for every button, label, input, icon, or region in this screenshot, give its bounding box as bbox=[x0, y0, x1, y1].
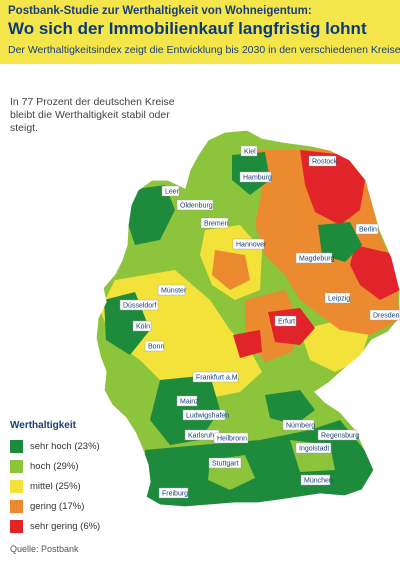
city-hannover: Hannover bbox=[232, 238, 267, 250]
legend-swatch bbox=[10, 459, 23, 473]
header-banner: Postbank-Studie zur Werthaltigkeit von W… bbox=[0, 0, 400, 64]
legend-title: Werthaltigkeit bbox=[10, 420, 76, 431]
svg-text:Dresden: Dresden bbox=[373, 313, 400, 320]
page-subtitle: Der Werthaltigkeitsindex zeigt die Entwi… bbox=[8, 44, 400, 56]
svg-text:Bonn: Bonn bbox=[148, 344, 164, 351]
legend-item-mittel: mittel (25%) bbox=[10, 476, 130, 496]
legend-swatch bbox=[10, 479, 23, 493]
page-title: Wo sich der Immobilienkauf langfristig l… bbox=[8, 19, 367, 38]
city-duesseldorf: Düsseldorf bbox=[119, 299, 159, 311]
legend-item-gering: gering (17%) bbox=[10, 496, 130, 516]
city-ludwigshafen: Ludwigshafen bbox=[182, 409, 229, 421]
svg-text:Ingolstadt: Ingolstadt bbox=[299, 446, 329, 453]
svg-text:Heilbronn: Heilbronn bbox=[217, 436, 247, 443]
city-regensburg: Regensburg bbox=[317, 429, 359, 441]
svg-text:Hannover: Hannover bbox=[236, 242, 267, 249]
city-magdeburg: Magdeburg bbox=[295, 252, 335, 264]
svg-text:Oldenburg: Oldenburg bbox=[180, 203, 213, 210]
zone-sehr-hoch-south bbox=[145, 420, 374, 507]
svg-text:Düsseldorf: Düsseldorf bbox=[123, 303, 157, 310]
germany-map: Kiel Rostock Hamburg Leer Oldenburg Brem… bbox=[95, 129, 400, 508]
city-bonn: Bonn bbox=[144, 340, 164, 352]
svg-text:Regensburg: Regensburg bbox=[321, 433, 359, 440]
city-leer: Leer bbox=[161, 185, 180, 197]
svg-text:Leer: Leer bbox=[165, 189, 180, 196]
legend-swatch bbox=[10, 519, 23, 533]
legend-item-sehr-gering: sehr gering (6%) bbox=[10, 516, 130, 536]
city-rostock: Rostock bbox=[308, 155, 338, 167]
zone-sehr-hoch-berlin bbox=[318, 222, 362, 262]
city-frankfurt: Frankfurt a.M. bbox=[192, 371, 240, 383]
city-oldenburg: Oldenburg bbox=[176, 199, 214, 211]
svg-text:Mainz: Mainz bbox=[180, 399, 199, 406]
svg-text:Magdeburg: Magdeburg bbox=[299, 256, 335, 263]
city-labels: Kiel Rostock Hamburg Leer Oldenburg Brem… bbox=[119, 145, 400, 499]
svg-text:Freiburg: Freiburg bbox=[162, 491, 188, 498]
zone-sehr-gering-mv bbox=[300, 150, 365, 225]
svg-text:Stuttgart: Stuttgart bbox=[212, 461, 239, 468]
city-kiel: Kiel bbox=[240, 145, 258, 157]
svg-text:Frankfurt a.M.: Frankfurt a.M. bbox=[196, 375, 240, 382]
legend-label: sehr hoch (23%) bbox=[30, 440, 100, 452]
legend-label: gering (17%) bbox=[30, 500, 85, 512]
svg-text:Münster: Münster bbox=[161, 288, 187, 295]
legend-label: mittel (25%) bbox=[30, 480, 81, 492]
city-ingolstadt: Ingolstadt bbox=[295, 442, 332, 454]
legend-label: sehr gering (6%) bbox=[30, 520, 101, 532]
svg-text:Bremen: Bremen bbox=[204, 221, 229, 228]
city-berlin: Berlin bbox=[355, 223, 379, 235]
svg-text:Karlsruhe: Karlsruhe bbox=[188, 433, 218, 440]
svg-text:München: München bbox=[304, 478, 333, 485]
legend-item-sehr-hoch: sehr hoch (23%) bbox=[10, 436, 130, 456]
zone-mittel-east bbox=[300, 320, 370, 372]
city-heilbronn: Heilbronn bbox=[213, 432, 249, 444]
legend-swatch bbox=[10, 499, 23, 513]
svg-text:Köln: Köln bbox=[136, 324, 150, 331]
city-leipzig: Leipzig bbox=[324, 292, 350, 304]
legend: Werthaltigkeit sehr hoch (23%) hoch (29%… bbox=[10, 420, 130, 536]
header-kicker: Postbank-Studie zur Werthaltigkeit von W… bbox=[8, 5, 312, 17]
city-muenster: Münster bbox=[157, 284, 187, 296]
zone-sehr-gering-brandenburg bbox=[350, 245, 400, 300]
svg-text:Kiel: Kiel bbox=[244, 149, 256, 156]
zone-sehr-gering-central bbox=[233, 330, 262, 358]
city-bremen: Bremen bbox=[200, 217, 229, 229]
city-koeln: Köln bbox=[132, 320, 152, 332]
zone-sehr-hoch-northwest bbox=[125, 185, 175, 245]
zone-gering-hesse bbox=[212, 250, 250, 290]
city-muenchen: München bbox=[300, 474, 333, 486]
zone-sehr-hoch-nuernberg bbox=[265, 390, 315, 425]
city-freiburg: Freiburg bbox=[158, 487, 189, 499]
source-note: Quelle: Postbank bbox=[10, 544, 79, 554]
city-dresden: Dresden bbox=[369, 309, 400, 321]
svg-text:Erfurt: Erfurt bbox=[278, 319, 295, 326]
city-mainz: Mainz bbox=[176, 395, 199, 407]
svg-text:Ludwigshafen: Ludwigshafen bbox=[186, 413, 229, 420]
city-hamburg: Hamburg bbox=[239, 171, 272, 183]
city-stuttgart: Stuttgart bbox=[208, 457, 242, 469]
svg-text:Rostock: Rostock bbox=[312, 159, 338, 166]
legend-item-hoch: hoch (29%) bbox=[10, 456, 130, 476]
legend-label: hoch (29%) bbox=[30, 460, 79, 472]
legend-swatch bbox=[10, 439, 23, 453]
svg-text:Hamburg: Hamburg bbox=[243, 175, 272, 182]
svg-text:Berlin: Berlin bbox=[359, 227, 377, 234]
city-nuernberg: Nürnberg bbox=[282, 419, 315, 431]
svg-text:Leipzig: Leipzig bbox=[328, 296, 350, 303]
svg-text:Nürnberg: Nürnberg bbox=[286, 423, 315, 430]
city-erfurt: Erfurt bbox=[274, 315, 297, 327]
intro-text: In 77 Prozent der deutschen Kreise bleib… bbox=[10, 96, 175, 134]
